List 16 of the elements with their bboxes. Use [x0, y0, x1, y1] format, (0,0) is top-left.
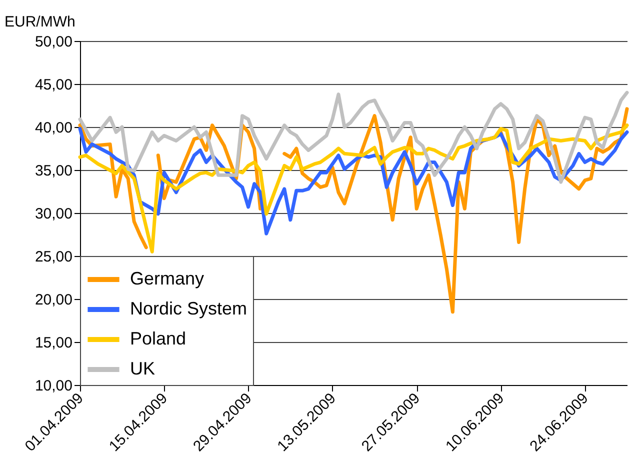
legend-label: Germany	[130, 268, 204, 288]
y-tick-label: 30,00	[34, 206, 72, 222]
y-tick-label: 20,00	[34, 292, 72, 308]
legend-label: Nordic System	[130, 298, 248, 318]
y-tick-label: 45,00	[34, 76, 72, 94]
line-series	[78, 124, 629, 254]
y-tick-label: 10,00	[34, 378, 72, 394]
legend-label: UK	[130, 358, 156, 378]
y-tick-label: 50,00	[34, 34, 72, 50]
line-series	[78, 90, 629, 184]
y-tick-label: 40,00	[34, 120, 72, 136]
y-tick-label: 15,00	[34, 334, 72, 352]
y-axis-title: EUR/MWh	[4, 14, 76, 30]
legend-label: Poland	[130, 328, 186, 348]
y-tick-label: 35,00	[34, 162, 72, 180]
y-tick-label: 25,00	[34, 248, 72, 266]
